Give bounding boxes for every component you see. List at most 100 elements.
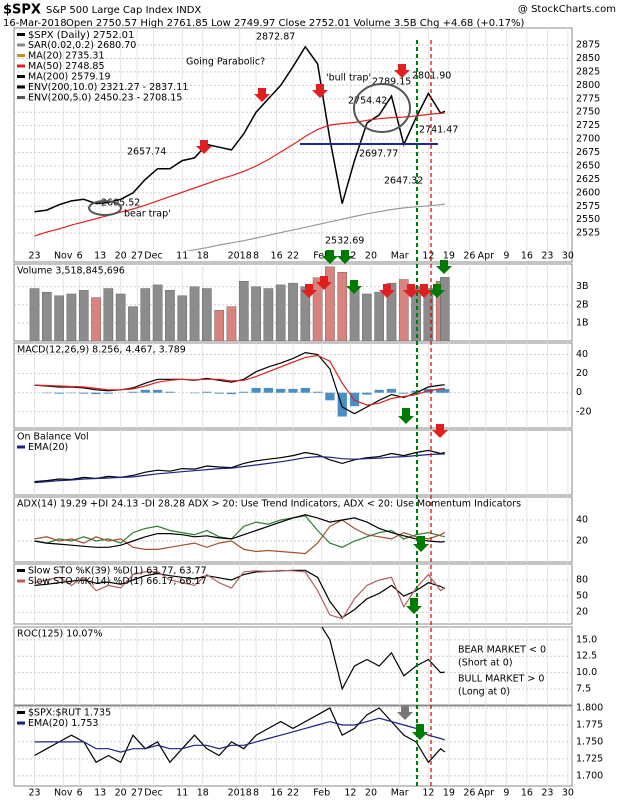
legend-text: ROC(125) 10.07% — [17, 629, 103, 640]
x-tick-label: Apr — [478, 788, 495, 799]
bar — [103, 288, 114, 341]
series-line — [34, 354, 445, 406]
bar — [288, 282, 298, 341]
y-tick-label: 20 — [576, 607, 588, 618]
bar — [128, 391, 138, 393]
neutral-arrow — [397, 706, 413, 720]
bar — [386, 388, 397, 393]
bar — [288, 388, 298, 393]
bar — [202, 391, 212, 393]
legend-swatch — [17, 711, 25, 714]
x-tick-label: 19 — [443, 788, 455, 799]
y-tick-label: 20 — [576, 536, 588, 547]
x-tick-label: 16 — [521, 788, 533, 799]
bar — [79, 392, 89, 394]
legend-swatch — [17, 75, 25, 78]
legend-text: EMA(20) 1.753 — [28, 718, 98, 729]
bar — [115, 293, 126, 341]
annotation: 2532.69 — [325, 236, 364, 247]
x-tick-label: 9 — [503, 251, 509, 262]
bar — [263, 288, 274, 341]
y-tick-label: 12.5 — [576, 651, 597, 662]
x-tick-label: 23 — [541, 251, 553, 262]
bar — [276, 388, 286, 393]
bar — [165, 391, 175, 393]
x-tick-label: 30 — [562, 788, 574, 799]
series-line — [34, 717, 445, 753]
x-tick-label: 13 — [94, 251, 106, 262]
x-tick-label: 20 — [115, 788, 127, 799]
series-line — [34, 514, 445, 548]
y-tick-label: 50 — [576, 591, 588, 602]
y-tick-label: 1.775 — [576, 719, 603, 730]
annotation: 2697.77 — [359, 149, 398, 160]
y-tick-label: 3B — [576, 281, 589, 292]
legend-swatch — [17, 85, 25, 89]
bar — [214, 310, 224, 341]
legend-swatch — [17, 569, 25, 572]
x-tick-label: 20 — [365, 251, 377, 262]
x-tick-label: Mar — [391, 788, 409, 799]
y-tick-label: 2525 — [576, 228, 600, 239]
y-tick-label: 1.700 — [576, 770, 603, 781]
legend-text: ENV(200,10.0) 2321.27 - 2837.11 — [28, 82, 188, 93]
bar — [312, 277, 323, 341]
bar — [165, 290, 175, 341]
y-tick-label: 15.0 — [576, 634, 597, 645]
legend-swatch — [17, 43, 25, 47]
bar — [128, 306, 138, 341]
highlight-circle — [88, 200, 122, 216]
y-tick-label: 40 — [576, 349, 588, 360]
bar — [152, 284, 163, 341]
y-tick-label: 2550 — [576, 214, 600, 225]
bar — [325, 266, 335, 341]
y-tick-label: 2675 — [576, 147, 600, 158]
bar — [439, 277, 450, 341]
bar — [214, 392, 224, 394]
symbol-name: S&P 500 Large Cap Index INDX — [46, 5, 201, 16]
bar — [42, 291, 52, 341]
bar — [202, 288, 212, 341]
annotation: bear trap' — [124, 209, 171, 220]
bar — [399, 392, 409, 394]
legend-swatch — [17, 54, 25, 57]
x-tick-label: 16 — [271, 251, 283, 262]
series-line — [34, 45, 446, 213]
x-tick-label: 13 — [94, 788, 106, 799]
series-line — [34, 112, 445, 237]
y-tick-label: 40 — [576, 515, 588, 526]
x-tick-label: 12 — [422, 788, 434, 799]
legend-text: MA(200) 2579.19 — [28, 72, 111, 83]
x-tick-label: 8 — [253, 251, 259, 262]
bar — [374, 389, 384, 393]
legend-text: Slow STO %K(39) %D(1) 63.77, 63.77 — [28, 566, 207, 577]
y-tick-label: 2700 — [576, 134, 600, 145]
bar — [337, 272, 348, 341]
y-tick-label: 2775 — [576, 93, 600, 104]
x-tick-label: 2018 — [228, 251, 252, 262]
annotation: 2872.87 — [256, 32, 295, 43]
x-tick-label: 18 — [197, 788, 209, 799]
x-tick-label: Apr — [478, 251, 495, 262]
y-tick-label: 0 — [576, 387, 582, 398]
series-line — [321, 627, 445, 691]
x-tick-label: 20 — [115, 251, 127, 262]
bar — [152, 389, 163, 393]
annotation: 2789.15 — [372, 77, 411, 88]
legend-swatch — [17, 96, 25, 99]
legend-text: SAR(0.02,0.2) 2680.70 — [28, 40, 136, 51]
x-tick-label: 16 — [521, 251, 533, 262]
bar — [349, 288, 360, 341]
legend-text: ENV(200,5.0) 2450.23 - 2708.15 — [28, 93, 182, 104]
bar — [423, 288, 434, 341]
x-tick-label: 22 — [287, 788, 299, 799]
y-tick-label: 2650 — [576, 160, 600, 171]
x-tick-label: 2018 — [228, 788, 252, 799]
legend-text: On Balance Vol — [17, 432, 89, 443]
bar — [54, 392, 64, 394]
highlight-circle — [353, 83, 411, 133]
annotation: 2605.52 — [101, 198, 140, 209]
annotation: 2741.47 — [419, 125, 458, 136]
annotation: Going Parabolic? — [186, 57, 265, 68]
bar — [29, 288, 40, 341]
